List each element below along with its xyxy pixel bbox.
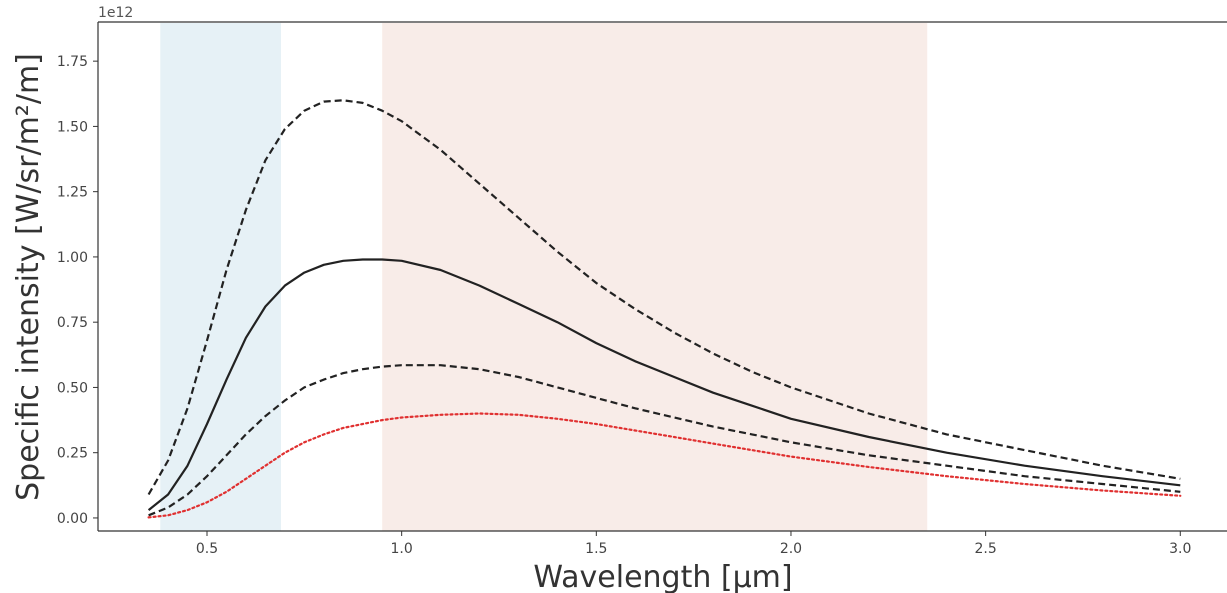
y-axis-title: Specific intensity [W/sr/m²/m] <box>11 53 46 501</box>
series-line-3 <box>148 364 1181 517</box>
x-axis-title: Wavelength [μm] <box>533 560 792 593</box>
x-tick-label: 3.0 <box>1169 541 1191 557</box>
axes <box>97 21 1227 532</box>
series-line-1 <box>147 99 1181 496</box>
x-ticks: 0.5 1.0 1.5 2.0 2.5 3.0 <box>196 531 1191 557</box>
x-tick-label: 0.5 <box>196 541 218 557</box>
series-line-2 <box>147 258 1181 511</box>
shaded-band-1 <box>160 23 281 531</box>
y-tick-label: 1.00 <box>57 250 88 266</box>
y-tick-label: 1.50 <box>57 119 88 135</box>
y-tick-label: 1.25 <box>57 185 88 201</box>
shaded-band-2 <box>382 23 928 531</box>
series-line-4 <box>147 412 1182 519</box>
y-tick-label: 0.00 <box>57 511 88 527</box>
x-tick-label: 1.0 <box>391 541 413 557</box>
shaded-bands <box>160 23 928 531</box>
y-tick-label: 0.25 <box>57 446 88 462</box>
y-ticks: 0.00 0.25 0.50 0.75 1.00 1.25 1.50 1.75 <box>57 54 98 527</box>
x-tick-label: 2.0 <box>780 541 802 557</box>
y-tick-label: 0.50 <box>57 380 88 396</box>
y-offset-label: 1e12 <box>98 5 133 21</box>
y-tick-label: 1.75 <box>57 54 88 70</box>
series-lines <box>147 99 1182 519</box>
x-tick-label: 2.5 <box>974 541 996 557</box>
x-tick-label: 1.5 <box>585 541 607 557</box>
y-tick-label: 0.75 <box>57 315 88 331</box>
